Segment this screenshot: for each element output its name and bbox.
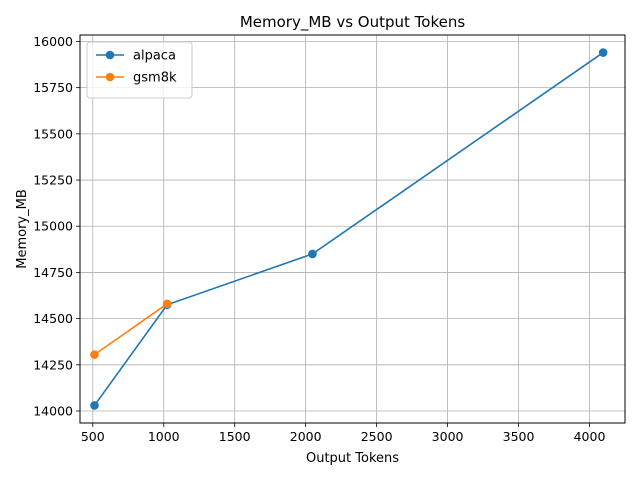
data-point-alpaca: [598, 48, 608, 57]
y-tick-label: 15250: [33, 173, 73, 188]
legend-marker-gsm8k: [105, 72, 115, 82]
y-tick-label: 16000: [33, 34, 73, 49]
x-tick-label: 1500: [219, 429, 251, 444]
x-tick-label: 2000: [290, 429, 322, 444]
y-axis-label: Memory_MB: [15, 189, 30, 269]
legend-marker-alpaca: [105, 50, 115, 60]
legend-label-alpaca: alpaca: [133, 49, 176, 64]
data-point-alpaca: [308, 249, 317, 259]
y-tick-label: 14500: [33, 311, 73, 326]
x-tick-label: 4000: [574, 429, 606, 444]
x-tick-label: 3500: [503, 429, 535, 444]
legend-label-gsm8k: gsm8k: [133, 71, 177, 86]
y-tick-label: 15500: [33, 126, 73, 141]
chart-title: Memory_MB vs Output Tokens: [240, 13, 466, 32]
data-point-gsm8k: [162, 299, 172, 309]
x-tick-label: 3000: [432, 429, 464, 444]
y-tick-label: 15750: [33, 80, 73, 95]
data-point-alpaca: [90, 401, 99, 410]
y-tick-label: 15000: [33, 219, 73, 234]
x-tick-label: 500: [81, 429, 105, 444]
series-line-gsm8k: [94, 303, 168, 356]
series-group: [90, 48, 608, 410]
x-tick-label: 2500: [361, 429, 393, 444]
legend: alpaca gsm8k: [86, 41, 193, 99]
plot-frame: [79, 34, 626, 424]
x-tick-label: 1000: [148, 429, 180, 444]
series-line-alpaca: [93, 51, 604, 406]
x-axis-label: Output Tokens: [306, 451, 399, 466]
y-tick-label: 14250: [33, 357, 73, 372]
y-tick-label: 14000: [33, 403, 73, 418]
axis-ticks: 500 1000 1500 2000 2500 3000 3500 4000 14000 1425…: [33, 34, 605, 444]
data-point-gsm8k: [90, 350, 99, 359]
y-tick-label: 14750: [33, 265, 73, 280]
